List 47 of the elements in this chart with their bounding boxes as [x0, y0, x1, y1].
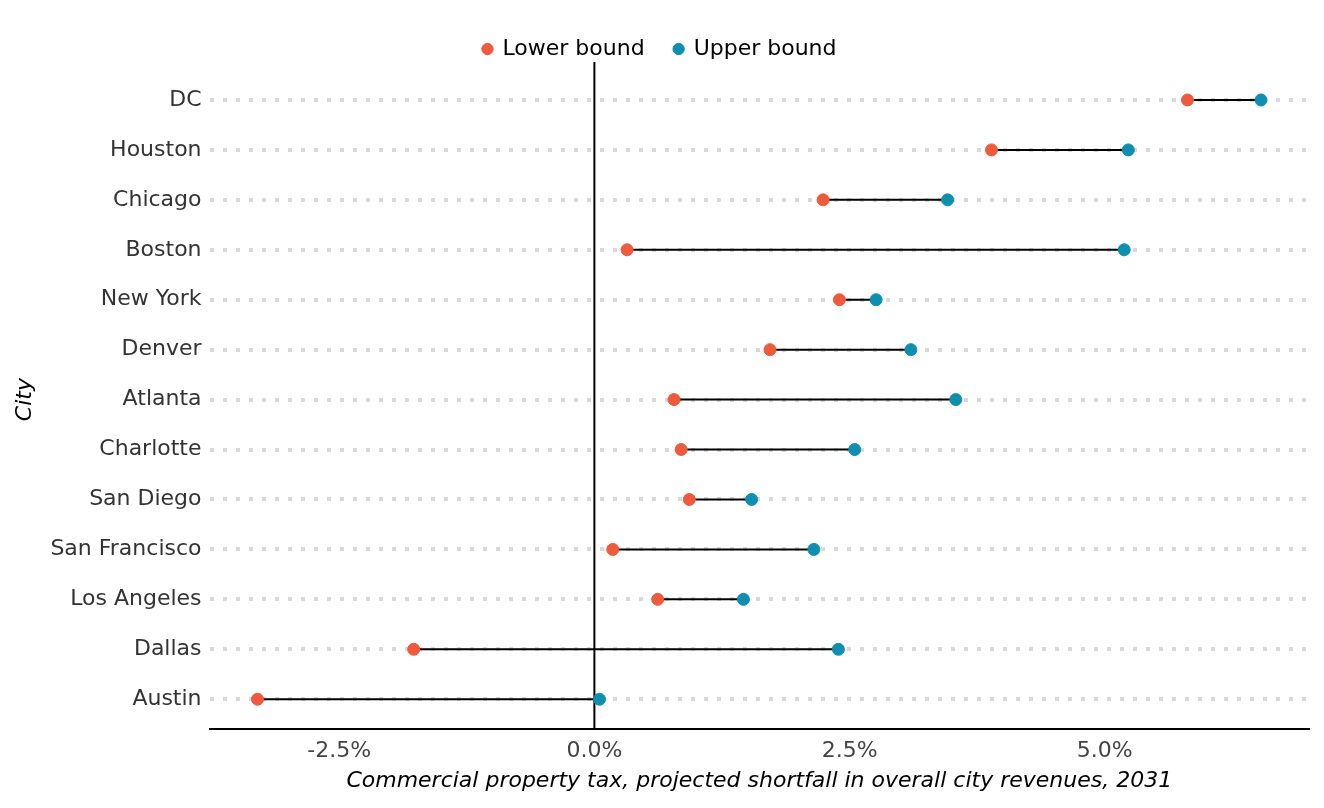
point	[831, 642, 845, 656]
y-tick-label: DC	[169, 85, 202, 111]
point	[745, 492, 759, 506]
y-tick-label: Austin	[132, 684, 202, 710]
point	[651, 592, 665, 606]
x-tick-label: 0.0%	[566, 737, 623, 763]
y-tick-label: San Diego	[89, 485, 202, 511]
point	[674, 443, 688, 457]
y-tick-label: Los Angeles	[70, 585, 202, 611]
point	[1181, 93, 1195, 107]
point	[869, 293, 883, 307]
point	[620, 243, 634, 257]
point	[1117, 243, 1131, 257]
point	[407, 642, 421, 656]
point	[251, 692, 265, 706]
point	[941, 193, 955, 207]
point	[682, 492, 696, 506]
point	[1254, 93, 1268, 107]
y-tick-label: Houston	[110, 135, 202, 161]
point	[832, 293, 846, 307]
legend-label: Lower bound	[502, 34, 645, 60]
point	[985, 143, 999, 157]
x-tick-label: 2.5%	[821, 737, 878, 763]
point	[606, 542, 620, 556]
point	[807, 542, 821, 556]
x-axis-title: Commercial property tax, projected shortfall in overall city revenues, 2031	[346, 766, 1173, 792]
point	[816, 193, 830, 207]
y-axis-title: City	[10, 377, 36, 422]
point	[763, 343, 777, 357]
point	[904, 343, 918, 357]
y-tick-label: Dallas	[133, 635, 202, 661]
y-tick-label: New York	[100, 285, 202, 311]
y-tick-label: Boston	[125, 235, 202, 261]
x-tick-label: 5.0%	[1076, 737, 1133, 763]
point	[949, 393, 963, 407]
point	[667, 393, 681, 407]
point	[848, 443, 862, 457]
y-tick-label: San Francisco	[50, 535, 202, 561]
y-tick-label: Denver	[121, 335, 203, 361]
legend-label: Upper bound	[693, 34, 837, 60]
y-tick-label: Atlanta	[122, 385, 202, 411]
point	[1121, 143, 1135, 157]
y-tick-label: Chicago	[113, 185, 202, 211]
x-tick-label: -2.5%	[307, 737, 372, 763]
point	[736, 592, 750, 606]
point	[593, 692, 606, 706]
y-tick-label: Charlotte	[99, 435, 202, 461]
